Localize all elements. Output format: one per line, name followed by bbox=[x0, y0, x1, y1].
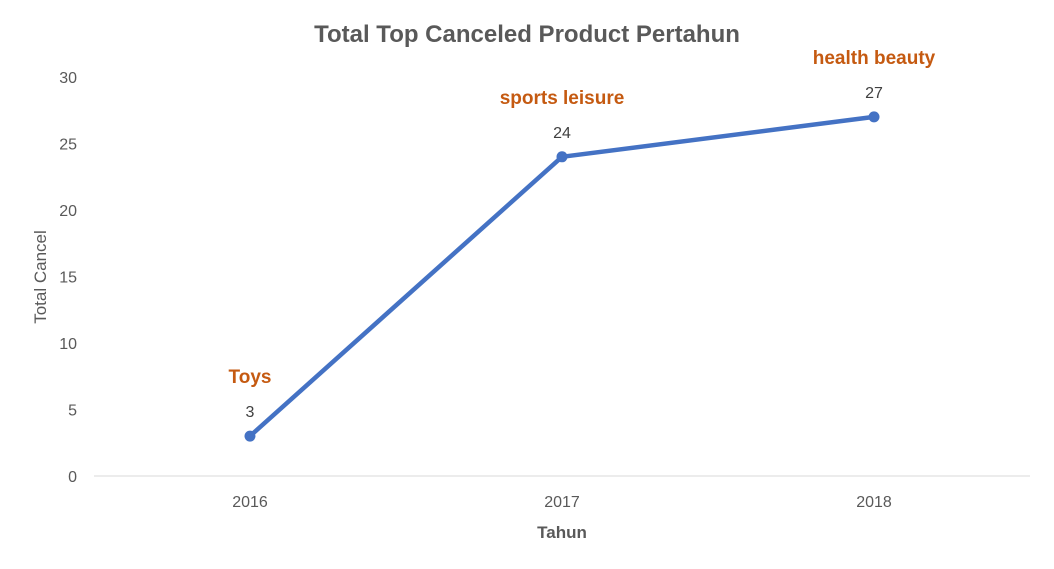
y-tick-label: 15 bbox=[59, 270, 77, 287]
x-axis-title: Tahun bbox=[537, 523, 587, 542]
y-tick-label: 25 bbox=[59, 137, 77, 154]
y-tick-label: 5 bbox=[68, 403, 77, 420]
data-labels: 3 24 27 bbox=[246, 85, 883, 421]
y-axis-title: Total Cancel bbox=[31, 230, 50, 324]
data-point bbox=[868, 111, 880, 123]
series-group bbox=[244, 111, 880, 442]
data-value-label: 24 bbox=[553, 125, 571, 142]
y-tick-label: 30 bbox=[59, 70, 77, 87]
annotations: Toys sports leisure health beauty bbox=[229, 48, 936, 388]
data-value-label: 27 bbox=[865, 85, 883, 102]
x-tick-label: 2018 bbox=[856, 494, 892, 511]
y-tick-label: 10 bbox=[59, 336, 77, 353]
y-tick-label: 0 bbox=[68, 469, 77, 486]
data-point bbox=[556, 151, 568, 163]
category-annotation: sports leisure bbox=[500, 88, 625, 109]
data-value-label: 3 bbox=[246, 404, 255, 421]
series-line bbox=[247, 114, 877, 439]
chart-title: Total Top Canceled Product Pertahun bbox=[314, 21, 740, 48]
x-axis-ticks: 2016 2017 2018 bbox=[232, 494, 892, 511]
y-axis-ticks: 0 5 10 15 20 25 30 bbox=[59, 70, 77, 486]
category-annotation: health beauty bbox=[813, 48, 936, 69]
category-annotation: Toys bbox=[229, 367, 272, 388]
y-tick-label: 20 bbox=[59, 203, 77, 220]
x-tick-label: 2016 bbox=[232, 494, 268, 511]
data-point bbox=[244, 430, 256, 442]
x-tick-label: 2017 bbox=[544, 494, 580, 511]
